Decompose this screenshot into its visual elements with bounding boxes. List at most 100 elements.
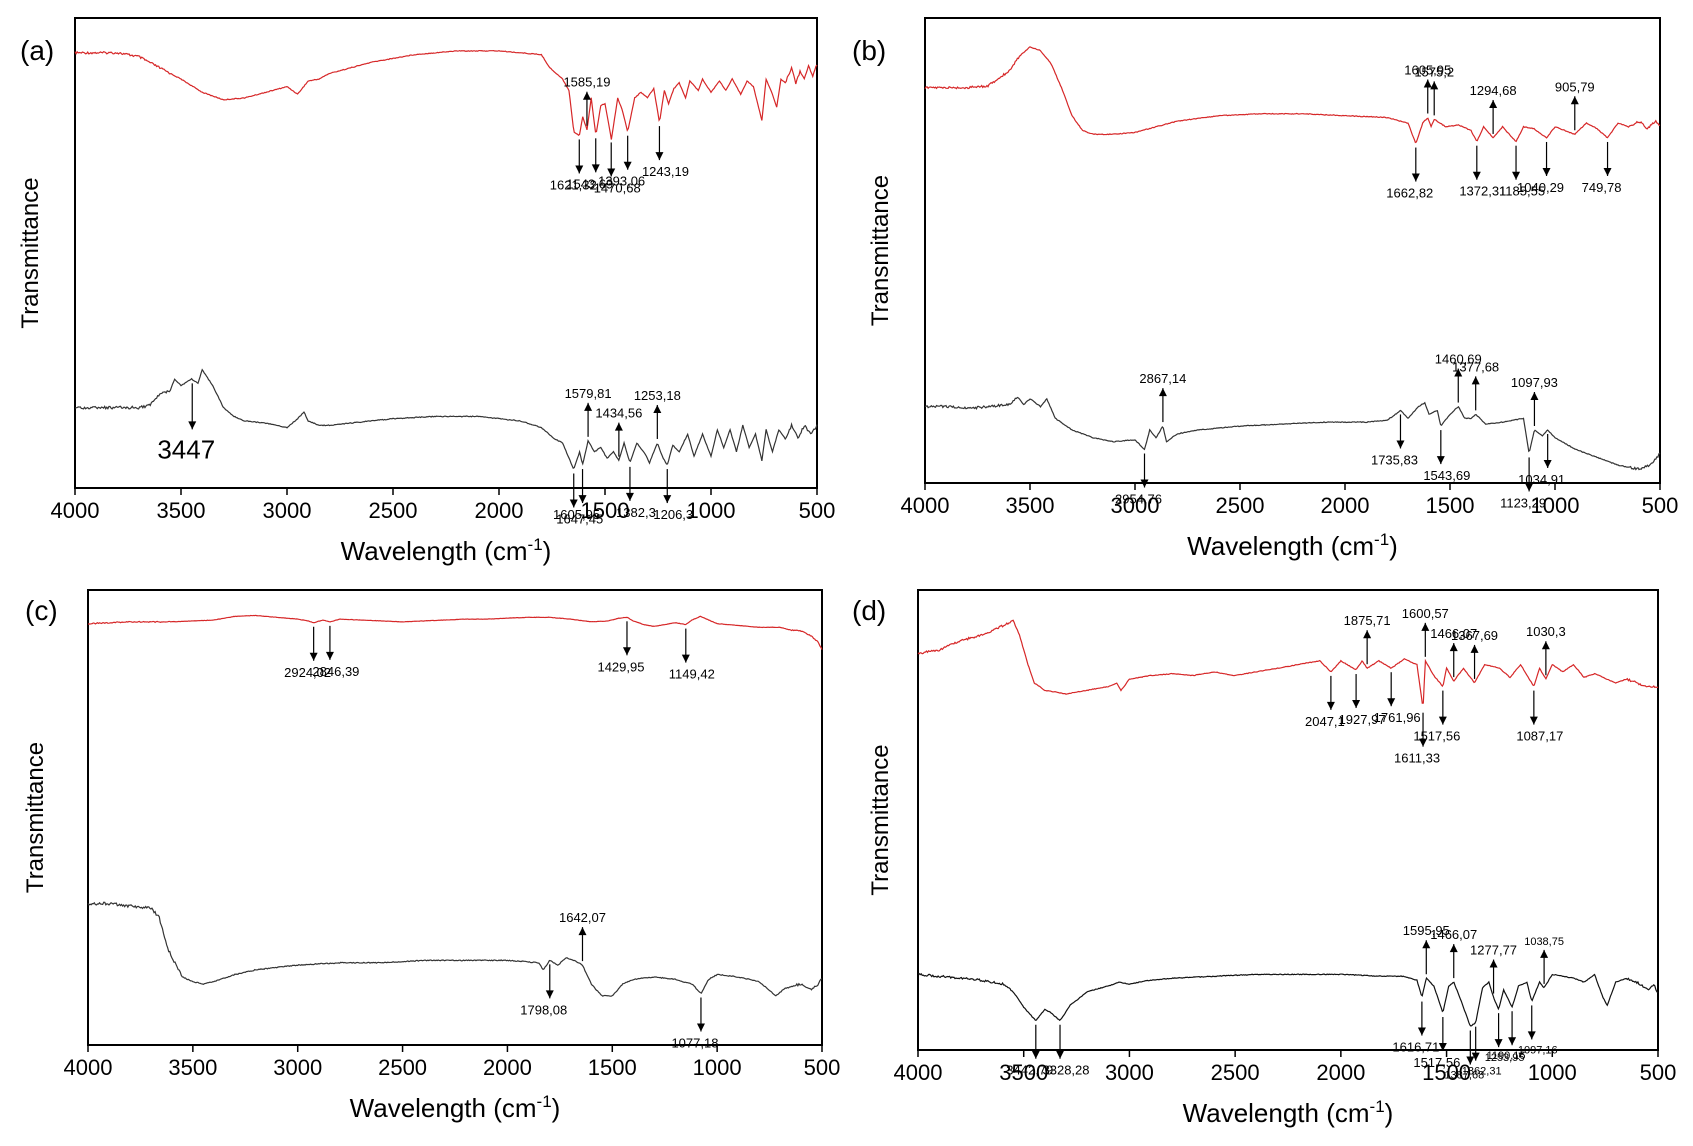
peak-annotation: 2954,76	[1115, 453, 1162, 507]
annotation-arrowhead	[607, 168, 616, 177]
annotation-label: 1077,18	[671, 1035, 718, 1050]
peak-annotation: 1642,07	[559, 910, 606, 962]
x-tick-label: 3500	[1006, 493, 1055, 518]
annotation-arrowhead	[325, 651, 334, 660]
x-tick-label: 1500	[581, 498, 630, 523]
annotation-arrowhead	[1512, 171, 1521, 180]
annotation-arrowhead	[1470, 644, 1479, 653]
annotation-label: 1605,95	[1404, 63, 1451, 78]
annotation-arrowhead	[1056, 1050, 1065, 1059]
x-tick-label: 3500	[168, 1055, 217, 1080]
annotation-label: 1393,06	[598, 174, 645, 189]
peak-annotation: 1543,69	[1423, 430, 1470, 483]
peak-annotation: 905,79	[1555, 79, 1595, 131]
peak-annotation: 2867,14	[1139, 371, 1186, 423]
annotation-arrowhead	[1421, 622, 1430, 631]
annotation-label: 1605,95	[553, 507, 600, 522]
annotation-arrowhead	[1454, 368, 1463, 377]
annotation-arrowhead	[1363, 630, 1372, 639]
annotation-arrowhead	[663, 495, 672, 504]
annotation-label: 1616,71	[1392, 1040, 1439, 1055]
x-tick-label: 3500	[999, 1060, 1048, 1085]
peak-annotation: 1595,95	[1403, 923, 1450, 975]
panel-label: (b)	[852, 35, 886, 66]
annotation-arrowhead	[1423, 79, 1432, 88]
annotation-label: 1253,95	[1485, 1052, 1525, 1064]
annotation-arrowhead	[1570, 96, 1579, 105]
peak-annotation: 2047,1	[1305, 675, 1345, 729]
annotation-arrowhead	[1438, 716, 1447, 725]
annotation-arrowhead	[653, 404, 662, 413]
annotation-arrowhead	[1494, 1039, 1503, 1048]
peak-annotation: 1087,17	[1516, 690, 1563, 744]
spectrum-lower: 1798,08 1642,07 1077,18	[87, 901, 823, 1050]
peak-annotation: 1294,68	[1470, 83, 1517, 134]
peak-annotation: 1253,18	[634, 388, 681, 439]
chart-panel-b: 4000 3500 3000 2500 2000 1500 1000 500 Wavelengt…	[852, 17, 1678, 561]
annotation-arrowhead	[1489, 99, 1498, 108]
annotation-arrowhead	[622, 647, 631, 656]
annotation-arrowhead	[1419, 738, 1428, 747]
annotation-label: 2954,76	[1115, 492, 1162, 507]
x-tick-label: 3500	[157, 498, 206, 523]
annotation-arrowhead	[625, 492, 634, 501]
peak-annotation: 1393,06	[598, 135, 645, 189]
annotation-arrowhead	[1140, 479, 1149, 488]
x-tick-label: 2500	[369, 498, 418, 523]
y-axis-title: Transmittance	[867, 175, 894, 326]
peak-annotation: 1735,83	[1371, 414, 1418, 467]
annotation-arrowhead	[1396, 440, 1405, 449]
peak-annotation: 1927,97	[1339, 674, 1386, 727]
annotation-label: 1466,07	[1430, 626, 1477, 641]
annotation-arrowhead	[1411, 173, 1420, 182]
annotation-label: 1243,19	[642, 164, 689, 179]
spectrum-line	[74, 368, 818, 470]
peak-annotation: 1429,95	[597, 621, 644, 674]
annotation-label: 1097,16	[1518, 1044, 1558, 1056]
annotation-label: 1662,82	[1386, 186, 1433, 201]
peak-annotation: 1470,68	[594, 142, 641, 195]
peak-annotation: 1097,93	[1511, 375, 1558, 426]
x-tick-label: 500	[1640, 1060, 1677, 1085]
annotation-label: 1034,91	[1518, 472, 1565, 487]
x-tick-label: 1000	[687, 498, 736, 523]
annotation-arrowhead	[1541, 641, 1550, 650]
annotation-arrowhead	[1449, 944, 1458, 953]
annotation-arrowhead	[1436, 456, 1445, 465]
peak-annotation: 1377,68	[1452, 359, 1499, 411]
annotation-arrowhead	[1542, 167, 1551, 176]
annotation-arrowhead	[1387, 698, 1396, 707]
annotation-label: 1097,93	[1511, 375, 1558, 390]
x-axis-title: Wavelength (cm-1)	[1183, 1097, 1394, 1128]
peak-annotation: 1605,95	[1404, 63, 1451, 114]
x-tick-label: 500	[804, 1055, 841, 1080]
annotation-label: 1611,33	[1394, 751, 1440, 766]
panel-label: (d)	[852, 595, 886, 626]
peak-annotation: 1579,81	[565, 386, 612, 437]
annotation-arrowhead	[1472, 171, 1481, 180]
x-tick-label: 2000	[483, 1055, 532, 1080]
annotation-label: 1642,07	[559, 910, 606, 925]
annotation-label: 1040,29	[1517, 180, 1564, 195]
peak-annotation: 1575,2	[1414, 64, 1454, 116]
peak-annotation: 1434,56	[595, 406, 642, 457]
x-axis-title: Wavelength (cm-1)	[350, 1092, 561, 1123]
x-tick-label: 1500	[1422, 1060, 1471, 1085]
annotation-label: 1387,68	[1444, 1070, 1484, 1082]
peak-annotation: 1798,08	[520, 964, 567, 1017]
annotation-label: 1087,17	[1516, 729, 1563, 744]
peak-annotation: 3442,79	[1006, 1024, 1053, 1078]
peak-annotation: 1616,71	[1392, 1001, 1439, 1055]
annotation-arrowhead	[1430, 81, 1439, 90]
x-tick-label: 4000	[894, 1060, 943, 1085]
annotation-label: 1761,96	[1374, 710, 1421, 725]
panel-label: (c)	[25, 595, 58, 626]
annotation-arrowhead	[1438, 1043, 1447, 1052]
annotation-label: 3447	[157, 434, 215, 464]
annotation-label: 1253,18	[634, 388, 681, 403]
peak-annotation: 3328,28	[1043, 1024, 1090, 1078]
chart-panel-c: 4000 3500 3000 2500 2000 1500 1000 500 Wavelengt…	[22, 589, 841, 1123]
